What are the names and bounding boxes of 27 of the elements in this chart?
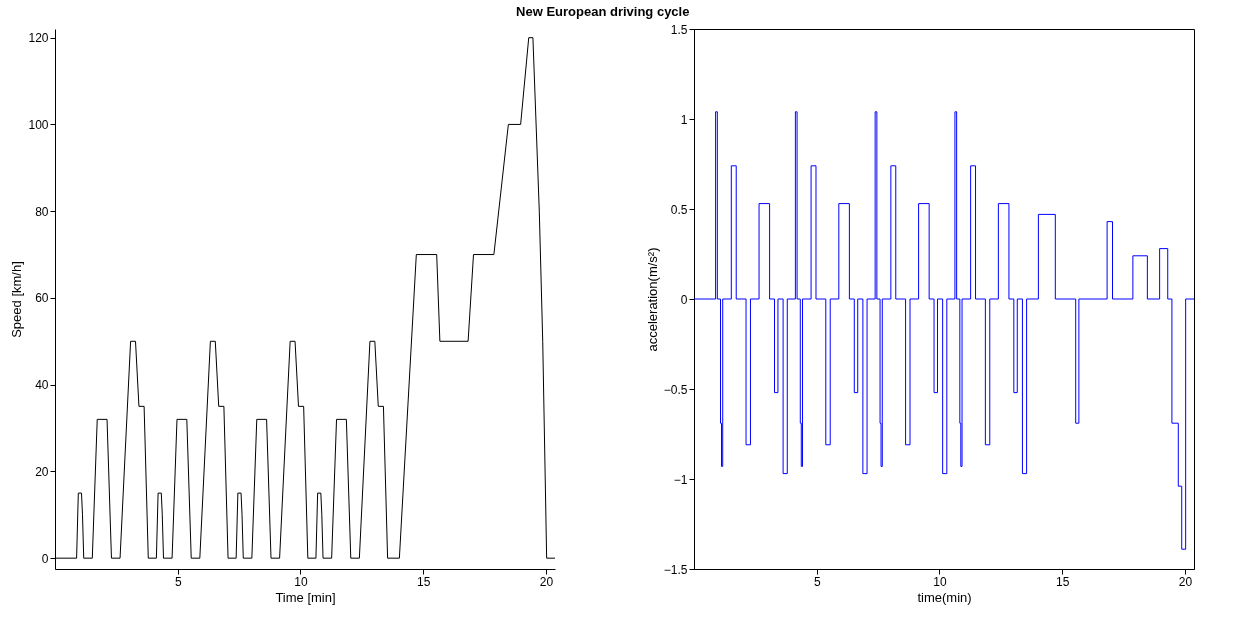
x-tick-label: 15: [417, 574, 431, 589]
x-axis-title: Time [min]: [275, 589, 336, 605]
y-tick-label: −0.5: [663, 382, 688, 397]
y-tick-label: 60: [35, 291, 49, 306]
x-tick-label: 15: [1056, 574, 1070, 589]
text: New European driving cycle: [516, 3, 690, 19]
x-tick-label: 5: [174, 574, 182, 589]
y-tick-label: −1: [673, 472, 688, 487]
x-tick-label: 10: [933, 574, 947, 589]
y-axis-title: acceleration(m/s²): [644, 247, 660, 352]
y-tick-label: 0: [41, 551, 49, 566]
y-tick-label: −1.5: [663, 562, 688, 577]
x-tick-label: 10: [294, 574, 308, 589]
y-tick-label: 100: [28, 117, 49, 132]
y-tick-label: 80: [35, 204, 49, 219]
y-tick-label: 40: [35, 378, 49, 393]
y-tick-label: 0.5: [670, 202, 688, 217]
y-axis-title: Speed [km/h]: [9, 261, 25, 338]
y-tick-label: 1: [680, 112, 688, 127]
x-tick-label: 5: [813, 574, 821, 589]
y-tick-label: 0: [680, 292, 688, 307]
x-tick-label: 20: [1178, 574, 1193, 589]
y-tick-label: 1.5: [670, 22, 688, 37]
x-tick-label: 20: [539, 574, 554, 589]
y-tick-label: 120: [28, 31, 49, 46]
x-axis-title: time(min): [917, 589, 972, 605]
y-tick-label: 20: [35, 464, 49, 479]
